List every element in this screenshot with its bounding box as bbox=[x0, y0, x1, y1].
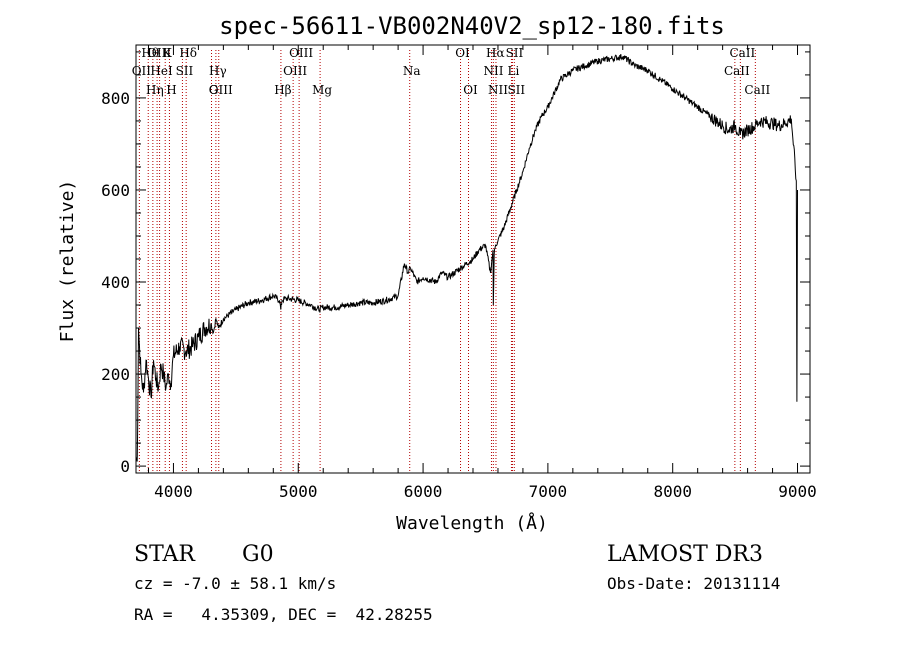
line-label: Mg bbox=[312, 83, 332, 97]
line-label: K bbox=[163, 46, 173, 60]
y-tick-label: 0 bbox=[120, 457, 130, 476]
x-tick-label: 6000 bbox=[404, 482, 443, 501]
line-label: HeI bbox=[150, 64, 173, 78]
line-label: Hβ bbox=[274, 83, 291, 97]
y-tick-label: 800 bbox=[101, 89, 130, 108]
coordinates-text: RA = 4.35309, DEC = 42.28255 bbox=[134, 605, 433, 624]
line-label: OII bbox=[132, 64, 152, 78]
line-label: Hθ bbox=[141, 46, 159, 60]
line-label: OIII bbox=[147, 46, 171, 60]
line-label: Hα bbox=[486, 46, 505, 60]
x-tick-label: 4000 bbox=[154, 482, 193, 501]
chart-title: spec-56611-VB002N40V2_sp12-180.fits bbox=[219, 12, 725, 40]
x-axis-label: Wavelength (Å) bbox=[396, 512, 548, 534]
line-label: OI bbox=[463, 83, 478, 97]
line-label: CaII bbox=[729, 46, 755, 60]
line-label: Hδ bbox=[179, 46, 197, 60]
line-label: OIII bbox=[283, 64, 307, 78]
line-label: OI bbox=[455, 46, 470, 60]
line-label: NII bbox=[488, 83, 508, 97]
y-axis-ticks: 0 200 400 600 800 bbox=[101, 51, 810, 476]
velocity-text: cz = -7.0 ± 58.1 km/s bbox=[134, 574, 336, 593]
line-label: Na bbox=[403, 64, 421, 78]
x-tick-label: 8000 bbox=[653, 482, 692, 501]
obs-date-text: Obs-Date: 20131114 bbox=[607, 574, 780, 593]
spectrum-line bbox=[135, 53, 798, 462]
line-label: SII bbox=[176, 64, 194, 78]
line-label: SII bbox=[507, 83, 525, 97]
y-tick-label: 400 bbox=[101, 273, 130, 292]
x-axis-ticks: 4000 5000 6000 7000 8000 9000 bbox=[147, 45, 817, 501]
y-axis-label: Flux (relative) bbox=[57, 180, 78, 343]
spectral-line-markers bbox=[138, 50, 756, 473]
line-label: Hη bbox=[146, 83, 164, 97]
line-label: H bbox=[166, 83, 176, 97]
x-tick-label: 7000 bbox=[529, 482, 568, 501]
line-label: SII bbox=[506, 46, 524, 60]
line-label: Hγ bbox=[209, 64, 227, 78]
survey-name: LAMOST DR3 bbox=[607, 542, 763, 567]
line-label: G bbox=[209, 83, 219, 97]
object-subclass: G0 bbox=[242, 542, 274, 567]
line-label: NII bbox=[483, 64, 503, 78]
y-tick-label: 200 bbox=[101, 365, 130, 384]
line-label: CaII bbox=[744, 83, 770, 97]
line-label: OIII bbox=[209, 83, 233, 97]
line-label: OIII bbox=[289, 46, 313, 60]
x-tick-label: 5000 bbox=[279, 482, 318, 501]
y-tick-label: 600 bbox=[101, 181, 130, 200]
line-label: CaII bbox=[724, 64, 750, 78]
object-class: STAR bbox=[134, 542, 196, 567]
line-label: Li bbox=[508, 64, 520, 78]
x-tick-label: 9000 bbox=[778, 482, 817, 501]
